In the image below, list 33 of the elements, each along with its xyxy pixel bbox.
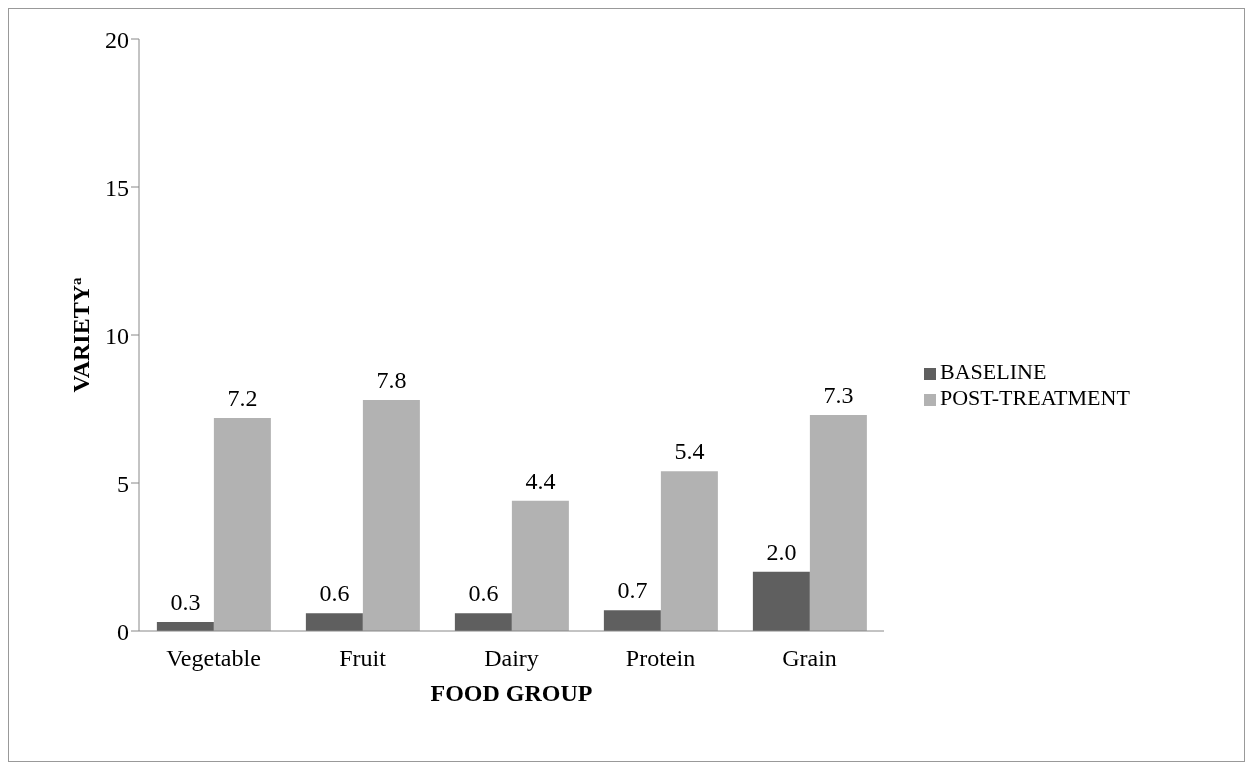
bar — [603, 610, 661, 631]
y-tick-label: 0 — [117, 618, 129, 645]
x-tick-label: Fruit — [339, 645, 387, 672]
bar — [809, 414, 867, 631]
data-label: 0.6 — [319, 580, 350, 607]
data-label: 5.4 — [674, 438, 705, 465]
bar — [156, 622, 214, 631]
data-label: 0.7 — [617, 577, 648, 604]
x-tick-label: Grain — [782, 645, 837, 672]
data-label: 7.8 — [376, 367, 407, 394]
y-tick-label: 10 — [105, 322, 129, 349]
data-label: 0.3 — [170, 589, 201, 616]
y-tick-label: 15 — [105, 174, 129, 201]
bar — [454, 613, 512, 631]
y-tick-label: 20 — [105, 26, 129, 53]
bar — [213, 417, 271, 631]
bar — [511, 500, 569, 631]
bar — [362, 400, 420, 631]
bar — [660, 471, 718, 631]
data-label: 7.3 — [823, 381, 854, 408]
data-label: 2.0 — [766, 538, 797, 565]
x-tick-label: Dairy — [484, 645, 539, 672]
legend-label: POST-TREATMENT — [940, 385, 1130, 410]
data-label: 4.4 — [525, 467, 556, 494]
x-tick-label: Protein — [625, 645, 696, 672]
x-tick-label: Vegetable — [166, 645, 261, 672]
legend-label: BASELINE — [940, 359, 1047, 384]
x-axis-title: FOOD GROUP — [430, 680, 593, 706]
bar — [305, 613, 363, 631]
data-label: 0.6 — [468, 580, 499, 607]
bar — [752, 571, 810, 631]
data-label: 7.2 — [227, 384, 258, 411]
y-tick-label: 5 — [117, 470, 129, 497]
